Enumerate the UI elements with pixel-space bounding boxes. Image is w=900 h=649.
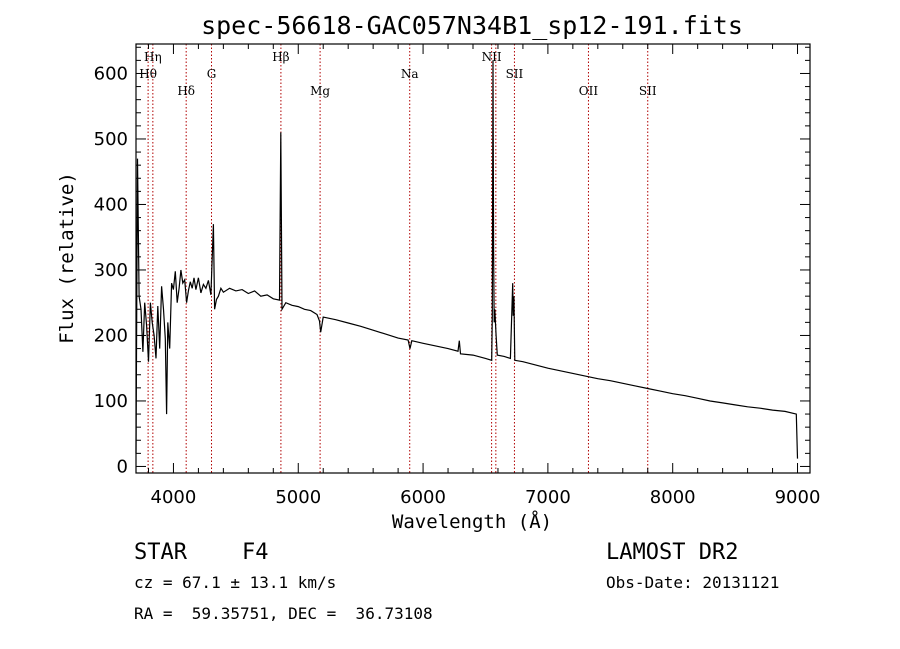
line-marker-label: Hη: [144, 50, 162, 64]
line-marker-label: SII: [639, 84, 657, 98]
x-axis-label: Wavelength (Å): [392, 510, 552, 533]
x-tick-label: 9000: [775, 487, 821, 508]
y-tick-label: 0: [117, 456, 128, 477]
line-marker-label: SII: [506, 67, 524, 81]
axis-tick-labels: 4000 5000 6000 7000 8000 9000 0 100 200 300 400 500…: [94, 63, 821, 508]
obs-date-text: Obs-Date: 20131121: [606, 573, 779, 592]
line-marker-label: OII: [579, 84, 599, 98]
x-tick-label: 5000: [275, 487, 321, 508]
y-tick-label: 600: [94, 63, 128, 84]
spectral-line-labels: Hη Hθ Hδ G Hβ Mg Na NII SII OII SII: [139, 50, 657, 98]
axis-ticks: [136, 44, 810, 473]
survey-label: LAMOST DR2: [606, 540, 738, 565]
y-tick-label: 300: [94, 260, 128, 281]
y-tick-label: 500: [94, 129, 128, 150]
y-tick-label: 200: [94, 325, 128, 346]
line-marker-label: G: [207, 67, 217, 81]
spectral-line-markers: [147, 44, 649, 473]
spectrum-series-line: [135, 60, 799, 459]
line-marker-label: Na: [401, 67, 419, 81]
y-tick-label: 400: [94, 194, 128, 215]
x-tick-label: 6000: [400, 487, 446, 508]
redshift-text: cz = 67.1 ± 13.1 km/s: [134, 573, 336, 592]
x-tick-label: 7000: [525, 487, 571, 508]
plot-frame: [135, 43, 811, 474]
chart-title: spec-56618-GAC057N34B1_sp12-191.fits: [201, 11, 743, 40]
line-marker-label: Hδ: [177, 84, 195, 98]
object-class: STAR: [134, 540, 188, 565]
line-marker-label: Hβ: [272, 50, 289, 64]
x-tick-label: 8000: [650, 487, 696, 508]
line-marker-label: Mg: [310, 84, 330, 98]
line-marker-label: NII: [482, 50, 502, 64]
y-tick-label: 100: [94, 391, 128, 412]
object-subclass: F4: [242, 540, 269, 565]
y-axis-label: Flux (relative): [56, 172, 78, 344]
x-tick-label: 4000: [151, 487, 197, 508]
line-marker-label: Hθ: [139, 67, 157, 81]
coordinates-text: RA = 59.35751, DEC = 36.73108: [134, 604, 433, 623]
